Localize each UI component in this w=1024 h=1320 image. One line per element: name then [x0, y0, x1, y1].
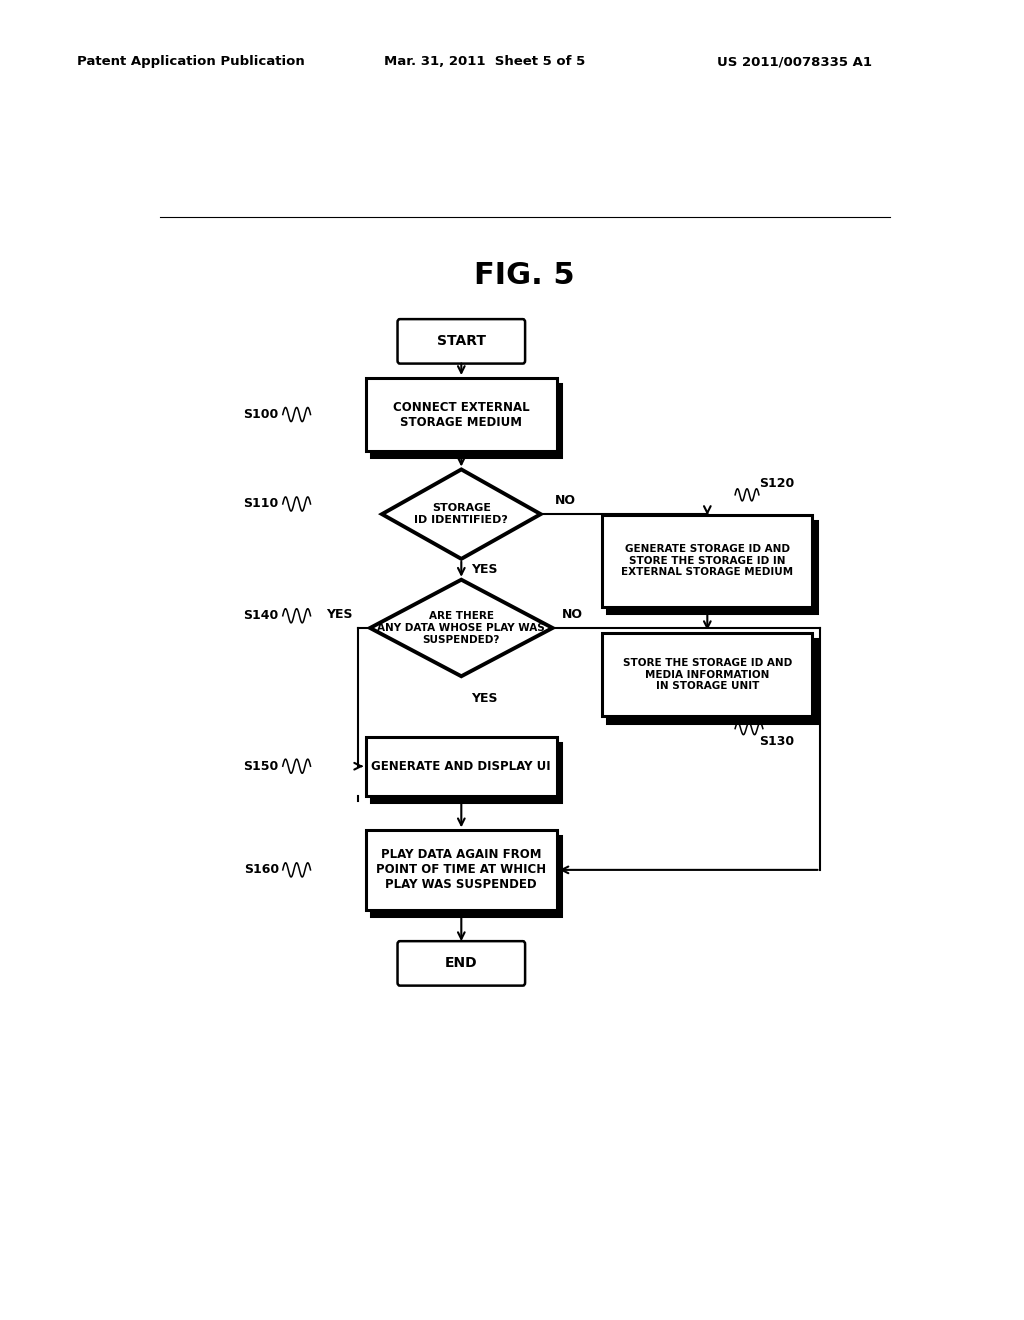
Text: NO: NO — [555, 494, 575, 507]
Text: S150: S150 — [244, 760, 279, 772]
Text: STORAGE
ID IDENTIFIED?: STORAGE ID IDENTIFIED? — [415, 503, 508, 525]
Text: CONNECT EXTERNAL
STORAGE MEDIUM: CONNECT EXTERNAL STORAGE MEDIUM — [393, 400, 529, 429]
Bar — [367, 737, 557, 796]
Text: S160: S160 — [244, 863, 279, 876]
Bar — [602, 634, 812, 717]
Text: PLAY DATA AGAIN FROM
POINT OF TIME AT WHICH
PLAY WAS SUSPENDED: PLAY DATA AGAIN FROM POINT OF TIME AT WH… — [376, 849, 547, 891]
Bar — [371, 743, 561, 801]
Text: YES: YES — [471, 692, 498, 705]
Text: START: START — [437, 334, 485, 348]
FancyBboxPatch shape — [397, 941, 525, 986]
Text: S140: S140 — [244, 610, 279, 622]
Text: S130: S130 — [759, 735, 794, 747]
Text: NO: NO — [562, 607, 583, 620]
Text: GENERATE AND DISPLAY UI: GENERATE AND DISPLAY UI — [372, 760, 551, 772]
Polygon shape — [382, 470, 541, 558]
Text: YES: YES — [471, 562, 498, 576]
Bar — [602, 515, 812, 607]
Bar — [367, 378, 557, 451]
Bar — [607, 639, 817, 722]
Bar — [367, 830, 557, 909]
Text: ARE THERE
ANY DATA WHOSE PLAY WAS
SUSPENDED?: ARE THERE ANY DATA WHOSE PLAY WAS SUSPEN… — [378, 611, 545, 644]
Text: GENERATE STORAGE ID AND
STORE THE STORAGE ID IN
EXTERNAL STORAGE MEDIUM: GENERATE STORAGE ID AND STORE THE STORAG… — [622, 544, 794, 577]
Bar — [371, 384, 561, 457]
Text: YES: YES — [327, 607, 353, 620]
Text: Patent Application Publication: Patent Application Publication — [77, 55, 304, 69]
Text: STORE THE STORAGE ID AND
MEDIA INFORMATION
IN STORAGE UNIT: STORE THE STORAGE ID AND MEDIA INFORMATI… — [623, 659, 792, 692]
Bar — [371, 837, 561, 916]
Text: S100: S100 — [244, 408, 279, 421]
Bar — [607, 521, 817, 612]
Text: FIG. 5: FIG. 5 — [474, 261, 575, 290]
Text: END: END — [445, 957, 477, 970]
Polygon shape — [370, 579, 553, 676]
Text: Mar. 31, 2011  Sheet 5 of 5: Mar. 31, 2011 Sheet 5 of 5 — [384, 55, 586, 69]
Text: US 2011/0078335 A1: US 2011/0078335 A1 — [717, 55, 871, 69]
Text: S110: S110 — [244, 498, 279, 511]
Text: S120: S120 — [759, 477, 795, 490]
FancyBboxPatch shape — [397, 319, 525, 363]
